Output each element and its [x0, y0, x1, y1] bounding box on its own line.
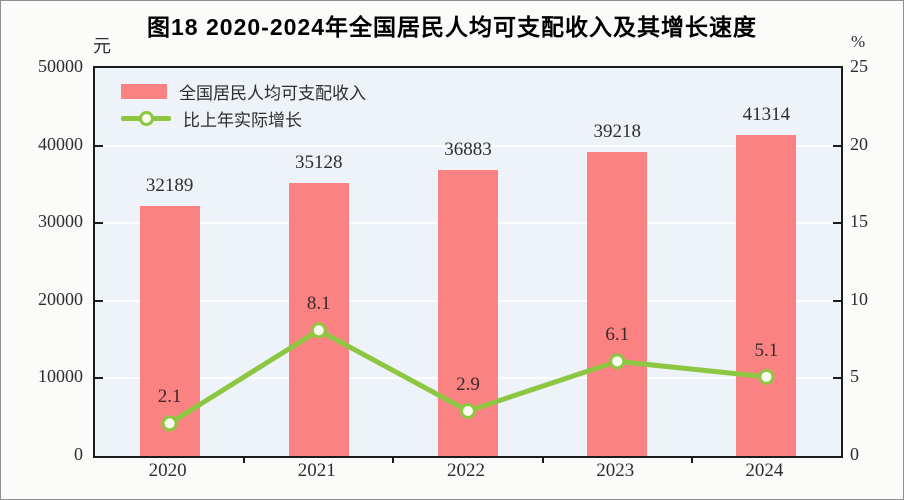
right-axis-tick — [833, 299, 841, 302]
right-axis-tick — [833, 377, 841, 380]
bar — [736, 135, 797, 456]
right-axis-tick — [833, 144, 841, 147]
plot-area: 全国居民人均可支配收入 比上年实际增长 32189 2.1 35128 8.1 3688… — [93, 66, 843, 458]
right-axis-tick-label: 0 — [850, 444, 859, 464]
chart-legend: 全国居民人均可支配收入 比上年实际增长 — [121, 78, 366, 132]
left-axis-tick-label: 40000 — [38, 133, 83, 154]
left-axis-tick-label: 30000 — [38, 211, 83, 232]
right-axis-tick-label: 10 — [850, 288, 868, 309]
gridline — [95, 144, 841, 147]
x-axis-tick — [541, 456, 544, 463]
line-swatch-icon — [121, 111, 171, 126]
line-value-label: 2.9 — [456, 374, 480, 395]
growth-line — [161, 322, 775, 432]
right-axis-tick-label: 5 — [850, 366, 859, 387]
x-axis-tick-label: 2022 — [447, 460, 485, 481]
left-axis-tick-label: 20000 — [38, 288, 83, 309]
left-axis-tick — [95, 144, 103, 147]
bar-value-label: 39218 — [593, 120, 641, 142]
x-axis-tick-label: 2024 — [745, 460, 784, 481]
right-axis-unit: % — [851, 32, 866, 51]
legend-label: 比上年实际增长 — [183, 111, 302, 130]
x-axis-tick — [690, 456, 693, 463]
bar — [587, 151, 648, 456]
bar — [139, 206, 200, 456]
legend-item-income: 全国居民人均可支配收入 — [121, 78, 366, 105]
right-axis-tick-label: 15 — [850, 211, 868, 232]
line-value-label: 8.1 — [306, 293, 331, 315]
line-value-label: 2.1 — [157, 386, 182, 408]
bar-swatch-icon — [121, 84, 167, 99]
right-axis-tick — [833, 222, 841, 225]
line-marker — [460, 402, 476, 419]
bar-value-label: 41314 — [742, 104, 791, 126]
x-axis-tick-label: 2020 — [148, 460, 187, 481]
x-axis-tick — [392, 456, 395, 463]
line-value-label: 5.1 — [754, 339, 779, 361]
right-axis-tick-label: 20 — [850, 133, 868, 154]
bar-value-label: 32189 — [145, 175, 194, 197]
left-axis-tick — [95, 377, 103, 380]
line-marker — [609, 353, 626, 370]
left-axis-tick-label: 0 — [74, 444, 83, 464]
bar-value-label: 35128 — [295, 152, 343, 174]
chart-title: 图18 2020-2024年全国居民人均可支配收入及其增长速度 — [147, 14, 757, 40]
bar-value-label: 36883 — [444, 138, 492, 160]
left-axis-tick-label: 10000 — [38, 366, 83, 387]
x-axis-tick-label: 2021 — [297, 460, 336, 481]
line-marker — [758, 368, 775, 385]
x-axis-tick — [243, 456, 246, 463]
legend-label: 全国居民人均可支配收入 — [179, 84, 366, 103]
left-axis-tick-label: 50000 — [38, 56, 83, 76]
line-marker — [161, 415, 178, 432]
line-value-label: 6.1 — [605, 324, 630, 346]
left-axis-unit: 元 — [93, 36, 111, 56]
bar — [288, 183, 349, 456]
right-axis-tick-label: 25 — [850, 56, 868, 76]
left-axis-tick — [95, 222, 103, 225]
line-marker — [310, 322, 327, 339]
line-marker-glyph — [139, 111, 154, 126]
legend-item-growth: 比上年实际增长 — [121, 105, 366, 132]
left-axis-tick — [95, 299, 103, 302]
x-axis-tick-label: 2023 — [596, 460, 635, 481]
